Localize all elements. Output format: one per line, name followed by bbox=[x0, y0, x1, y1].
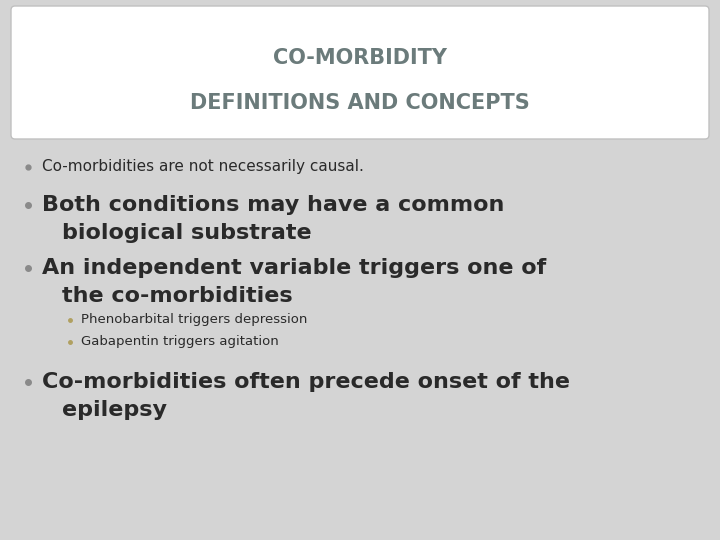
Text: Gabapentin triggers agitation: Gabapentin triggers agitation bbox=[81, 335, 279, 348]
Text: Phenobarbital triggers depression: Phenobarbital triggers depression bbox=[81, 314, 307, 327]
Text: An independent variable triggers one of: An independent variable triggers one of bbox=[42, 258, 546, 278]
Text: DEFINITIONS AND CONCEPTS: DEFINITIONS AND CONCEPTS bbox=[190, 93, 530, 113]
Text: CO-MORBIDITY: CO-MORBIDITY bbox=[273, 48, 447, 68]
Text: Co-morbidities are not necessarily causal.: Co-morbidities are not necessarily causa… bbox=[42, 159, 364, 174]
Text: biological substrate: biological substrate bbox=[62, 223, 312, 243]
FancyBboxPatch shape bbox=[11, 6, 709, 139]
Text: the co-morbidities: the co-morbidities bbox=[62, 286, 292, 306]
Text: Both conditions may have a common: Both conditions may have a common bbox=[42, 195, 505, 215]
Text: Co-morbidities often precede onset of the: Co-morbidities often precede onset of th… bbox=[42, 372, 570, 392]
Text: epilepsy: epilepsy bbox=[62, 400, 167, 420]
